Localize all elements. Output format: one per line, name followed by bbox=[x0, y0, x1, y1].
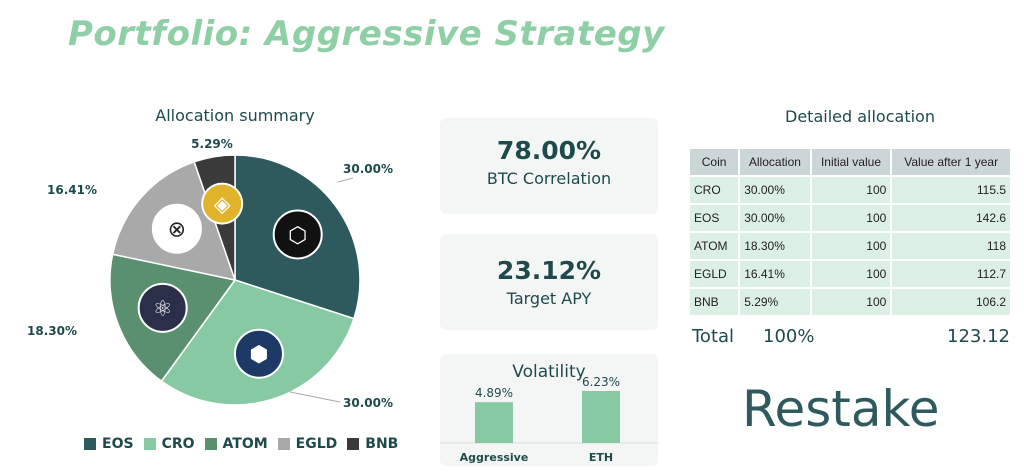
table-cell: 115.5 bbox=[890, 175, 1012, 205]
pie-title: Allocation summary bbox=[155, 106, 315, 125]
table-cell: 100 bbox=[809, 231, 893, 261]
column-header: Value after 1 year bbox=[890, 147, 1012, 177]
svg-text:⬢: ⬢ bbox=[249, 343, 268, 368]
bar-category-label: Aggressive bbox=[460, 451, 529, 464]
bar-eth bbox=[582, 391, 620, 443]
bar-data-label: 6.23% bbox=[582, 375, 620, 389]
restake-logo: Restake bbox=[742, 380, 940, 438]
pie-chart: ⬡ 30.00% ⬢ 30.00% ⚛ 18.30% ⊗ 16.41% ◈ 5.29% bbox=[27, 137, 393, 410]
table-cell: 100 bbox=[809, 259, 893, 289]
bar-data-label: 4.89% bbox=[475, 386, 513, 400]
table-cell: 100 bbox=[809, 203, 893, 233]
pie-legend: EOS CRO ATOM EGLD BNB bbox=[84, 436, 408, 452]
stat-label: BTC Correlation bbox=[486, 169, 612, 188]
bar-aggressive bbox=[475, 402, 513, 443]
table-cell: CRO bbox=[687, 175, 741, 205]
atom-icon: ⚛ bbox=[137, 282, 188, 333]
page-title: Portfolio: Aggressive Strategy bbox=[68, 14, 665, 54]
allocation-table: Coin Allocation Initial value Value after 1… bbox=[687, 147, 1012, 317]
bar-category-label: ETH bbox=[589, 451, 613, 464]
svg-text:⊗: ⊗ bbox=[168, 218, 186, 243]
eos-icon: ⬡ bbox=[272, 209, 323, 260]
table-cell: BNB bbox=[687, 287, 741, 317]
bnb-icon: ◈ bbox=[201, 182, 244, 225]
svg-text:◈: ◈ bbox=[214, 193, 231, 218]
legend-label: ATOM bbox=[222, 436, 268, 452]
table-cell: 16.41% bbox=[738, 259, 812, 289]
legend-label: EOS bbox=[102, 436, 134, 452]
table-cell: 106.2 bbox=[890, 287, 1012, 317]
table-title: Detailed allocation bbox=[785, 107, 935, 126]
legend-swatch bbox=[143, 438, 156, 450]
table-cell: 100 bbox=[809, 287, 893, 317]
column-header: Allocation bbox=[738, 147, 812, 177]
stat-value: 78.00% bbox=[496, 136, 602, 165]
table-cell: 30.00% bbox=[738, 175, 812, 205]
stat-value: 23.12% bbox=[496, 256, 602, 285]
table-cell: 100 bbox=[809, 175, 893, 205]
total-allocation: 100% bbox=[763, 326, 815, 347]
svg-text:⬡: ⬡ bbox=[288, 223, 307, 248]
column-header: Initial value bbox=[809, 147, 893, 177]
legend-swatch bbox=[347, 438, 360, 450]
legend-swatch bbox=[277, 438, 290, 450]
total-value: 123.12 bbox=[947, 326, 1010, 347]
legend-label: BNB bbox=[365, 436, 399, 452]
table-cell: EOS bbox=[687, 203, 741, 233]
pie-data-label: 30.00% bbox=[343, 162, 393, 176]
column-header: Coin bbox=[687, 147, 741, 177]
table-cell: 18.30% bbox=[738, 231, 812, 261]
table-row: EOS 30.00% 100 142.6 bbox=[687, 203, 1012, 233]
total-label: Total bbox=[692, 326, 735, 347]
legend-item: BNB bbox=[347, 436, 398, 452]
table-cell: 30.00% bbox=[738, 203, 812, 233]
table-cell: ATOM bbox=[687, 231, 741, 261]
pie-data-label: 16.41% bbox=[47, 183, 97, 197]
table-cell: 118 bbox=[890, 231, 1012, 261]
volatility-title: Volatility bbox=[512, 362, 586, 382]
table-cell: 112.7 bbox=[890, 259, 1012, 289]
volatility-card: Volatility 4.89% Aggressive 6.23% ETH bbox=[440, 354, 658, 466]
legend-label: EGLD bbox=[295, 436, 338, 452]
legend-swatch bbox=[204, 438, 217, 450]
table-cell: EGLD bbox=[687, 259, 741, 289]
table-row: EGLD 16.41% 100 112.7 bbox=[687, 259, 1012, 289]
cro-icon: ⬢ bbox=[233, 328, 284, 379]
table-row: ATOM 18.30% 100 118 bbox=[687, 231, 1012, 261]
target-apy-card: 23.12% Target APY bbox=[440, 234, 658, 330]
legend-item: EGLD bbox=[277, 436, 338, 452]
btc-correlation-card: 78.00% BTC Correlation bbox=[440, 118, 658, 214]
table-cell: 142.6 bbox=[890, 203, 1012, 233]
pie-data-label: 30.00% bbox=[343, 396, 393, 410]
legend-swatch bbox=[84, 438, 96, 450]
table-row: BNB 5.29% 100 106.2 bbox=[687, 287, 1012, 317]
legend-item: ATOM bbox=[204, 436, 268, 452]
stat-label: Target APY bbox=[506, 289, 592, 308]
pie-data-label: 18.30% bbox=[27, 324, 77, 338]
table-row: CRO 30.00% 100 115.5 bbox=[687, 175, 1012, 205]
legend-item: EOS bbox=[84, 436, 134, 452]
pie-data-label: 5.29% bbox=[191, 137, 233, 151]
legend-label: CRO bbox=[161, 436, 195, 452]
egld-icon: ⊗ bbox=[151, 203, 202, 254]
legend-item: CRO bbox=[143, 436, 195, 452]
svg-text:⚛: ⚛ bbox=[153, 297, 173, 322]
table-cell: 5.29% bbox=[738, 287, 812, 317]
